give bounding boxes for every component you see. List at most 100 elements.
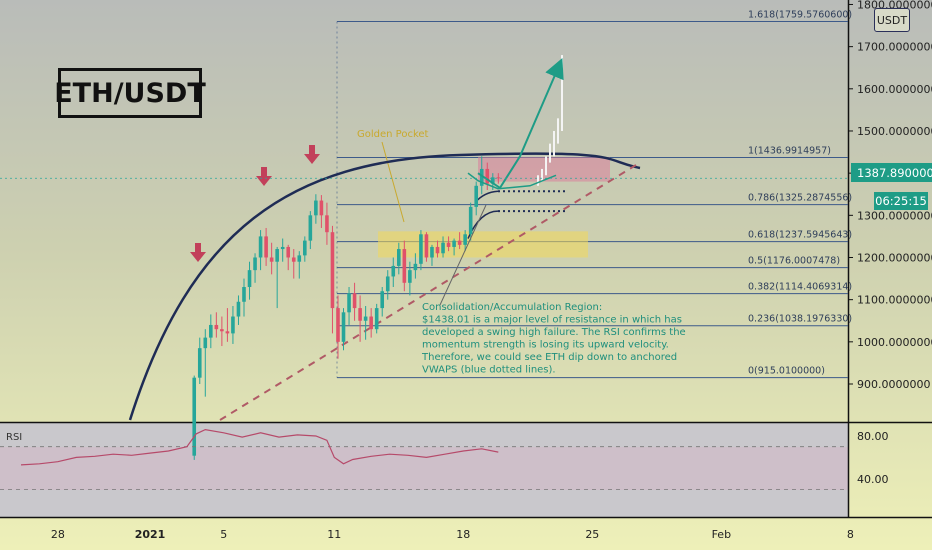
candle-body — [225, 331, 230, 334]
candle-body — [242, 287, 246, 302]
candle-body — [391, 265, 396, 277]
candle-body — [490, 177, 495, 184]
candle-body — [341, 312, 346, 342]
candle-body — [297, 255, 302, 262]
swing-high-arrow — [190, 252, 206, 262]
candle-body — [413, 263, 418, 271]
projection-path — [467, 172, 557, 190]
time-tick-label: 2021 — [135, 528, 166, 541]
price-tick-label: 1200.0000000 — [857, 251, 932, 264]
note-pointer — [439, 204, 487, 306]
time-tick-label: 28 — [51, 528, 65, 541]
fib-level-label: 1(1436.9914957) — [748, 146, 831, 157]
candle-body — [203, 337, 208, 349]
candle-body — [402, 249, 407, 283]
candle-body — [424, 234, 429, 258]
candle-body — [358, 308, 362, 321]
candle-body — [231, 316, 235, 334]
price-tick-label: 1500.0000000 — [857, 125, 932, 138]
candle-body — [463, 234, 467, 245]
candle-body — [330, 232, 335, 309]
analysis-note-line: Consolidation/Accumulation Region: — [422, 302, 602, 313]
candle-body — [369, 316, 373, 330]
candle-body — [269, 257, 274, 262]
candle-body — [468, 206, 473, 235]
price-tick-label: 1000.0000000 — [857, 336, 932, 349]
analysis-note-line: developed a swing high failure. The RSI … — [422, 327, 686, 338]
resistance-arc — [128, 152, 641, 421]
candle-body — [258, 236, 263, 258]
analysis-note-line: momentum strength is losing its upward v… — [422, 340, 669, 351]
golden-pocket-label: Golden Pocket — [357, 129, 429, 140]
price-tick-label: 1100.0000000 — [857, 294, 932, 307]
fib-level-label: 0(915.0100000) — [748, 366, 825, 377]
candle-body — [192, 377, 197, 456]
time-tick-label: 5 — [220, 528, 227, 541]
symbol-title: ETH/USDT — [54, 77, 206, 109]
fib-level-label: 0.382(1114.4069314) — [748, 282, 852, 293]
price-tick-label: 1800.0000000 — [857, 0, 932, 11]
candle-body — [347, 293, 351, 313]
bar-countdown-label: 06:25:15 — [874, 192, 928, 210]
fib-level-label: 1.618(1759.5760600) — [748, 10, 852, 21]
price-tick-label: 1600.0000000 — [857, 83, 932, 96]
candle-body — [352, 293, 357, 309]
price-tick-label: 1700.0000000 — [857, 41, 932, 54]
candle-body — [220, 329, 224, 332]
currency-badge[interactable]: USDT — [874, 8, 910, 32]
fib-level-label: 0.236(1038.1976330) — [748, 314, 852, 325]
swing-high-arrow — [261, 167, 267, 176]
candle-body — [209, 324, 213, 338]
uptrend-dashed-line — [219, 164, 637, 421]
candle-body — [247, 270, 252, 288]
swing-high-arrow — [304, 154, 320, 164]
candle-body — [264, 236, 268, 258]
candle-body — [291, 257, 296, 262]
candle-body — [435, 246, 440, 254]
candle-body — [474, 185, 479, 207]
candle-body — [374, 308, 379, 330]
golden-pocket-zone — [378, 231, 588, 258]
candle-body — [496, 177, 501, 179]
analysis-note-line: $1438.01 is a major level of resistance … — [422, 315, 682, 326]
fib-level-label: 0.786(1325.2874556) — [748, 193, 852, 204]
candle-body — [380, 291, 385, 309]
anchored-vwap-curve — [474, 190, 499, 204]
candle-body — [385, 276, 390, 292]
candle-body — [280, 246, 285, 250]
candle-body — [319, 200, 324, 216]
golden-pocket-pointer — [381, 141, 405, 223]
time-tick-label: 8 — [847, 528, 854, 541]
currency-label: USDT — [876, 13, 908, 27]
candle-body — [253, 257, 257, 271]
analysis-note-line: VWAPS (blue dotted lines). — [422, 365, 556, 376]
candle-body — [363, 316, 368, 321]
candle-body — [197, 348, 202, 378]
price-tick-label: 1300.0000000 — [857, 209, 932, 222]
bar-countdown-value: 06:25:15 — [875, 194, 927, 208]
candle-body — [214, 324, 219, 330]
rsi-band — [0, 447, 848, 490]
swing-high-arrow — [195, 243, 201, 252]
rsi-pane-label: RSI — [6, 432, 23, 443]
projection-arrow — [477, 57, 564, 190]
swing-high-arrow — [256, 176, 272, 186]
price-tick-label: 900.0000000 — [857, 378, 930, 391]
candle-body — [408, 270, 412, 283]
candle-body — [479, 168, 484, 186]
candle-body — [457, 240, 462, 245]
candle-body — [236, 301, 241, 317]
candle-body — [336, 308, 340, 342]
candle-body — [441, 242, 445, 254]
candle-body — [452, 240, 456, 247]
candle-body — [314, 200, 318, 216]
candle-body — [275, 249, 279, 262]
candle-body — [286, 246, 291, 258]
rsi-tick-label: 80.00 — [857, 430, 889, 443]
candle-body — [397, 249, 401, 266]
swing-high-arrow — [309, 145, 315, 154]
candle-body — [485, 168, 490, 184]
